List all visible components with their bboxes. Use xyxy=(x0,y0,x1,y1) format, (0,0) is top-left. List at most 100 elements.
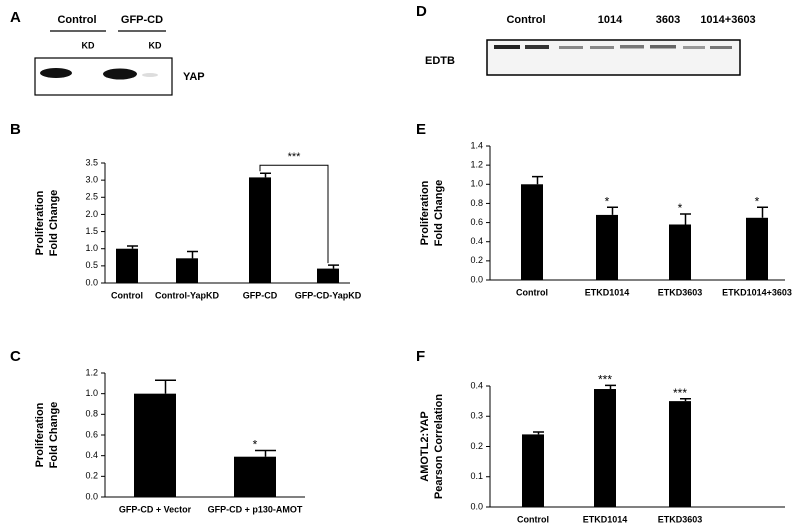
y-tick-label: 0.5 xyxy=(85,260,98,270)
error-bar xyxy=(605,384,616,390)
blot-target: EDTB xyxy=(425,55,455,67)
significance: * xyxy=(755,194,760,208)
bar xyxy=(522,434,544,507)
y-tick-label: 0.4 xyxy=(470,380,483,390)
x-tick-label: ETKD1014 xyxy=(583,514,628,524)
significance: *** xyxy=(598,373,612,387)
y-tick-label: 1.0 xyxy=(85,243,98,253)
y-axis-label: Fold Change xyxy=(48,402,60,469)
error-bar xyxy=(607,206,618,215)
y-tick-label: 0.4 xyxy=(470,236,483,246)
x-tick-label: Control xyxy=(111,290,143,300)
x-tick-label: GFP-CD + p130-AMOT xyxy=(208,504,303,514)
blot-lane: Control xyxy=(506,14,545,26)
bar xyxy=(594,389,616,507)
y-tick-label: 0.0 xyxy=(470,274,483,284)
bracket xyxy=(259,164,329,264)
panel-letter: C xyxy=(10,348,21,365)
y-tick-label: 0.1 xyxy=(470,471,483,481)
significance: *** xyxy=(288,151,302,163)
blot-sublabel: KD xyxy=(82,40,95,50)
bar xyxy=(317,268,339,283)
y-tick-label: 0.0 xyxy=(85,491,98,501)
y-tick-label: 0.8 xyxy=(470,198,483,208)
blot-lane: 1014 xyxy=(598,14,623,26)
y-tick-label: 3.5 xyxy=(85,157,98,167)
error-bar xyxy=(533,431,544,435)
bar xyxy=(521,184,543,280)
band xyxy=(683,46,705,49)
significance: *** xyxy=(673,386,687,400)
y-axis-label: Proliferation xyxy=(419,180,431,245)
panel-letter: E xyxy=(416,121,426,138)
significance: * xyxy=(605,194,610,208)
y-tick-label: 2.5 xyxy=(85,192,98,202)
blot-sublabel: KD xyxy=(149,40,162,50)
blot-group: GFP-CD xyxy=(121,14,163,26)
x-tick-label: Control xyxy=(517,514,549,524)
y-tick-label: 0.2 xyxy=(470,255,483,265)
y-tick-label: 0.0 xyxy=(470,501,483,511)
x-tick-label: GFP-CD + Vector xyxy=(119,504,192,514)
bar xyxy=(669,224,691,280)
y-tick-label: 1.4 xyxy=(470,140,483,150)
band xyxy=(103,68,137,80)
y-axis-label: Proliferation xyxy=(34,402,46,467)
x-tick-label: ETKD1014+3603 xyxy=(722,287,792,297)
y-axis-label: Pearson Correlation xyxy=(433,394,445,499)
band xyxy=(494,45,520,49)
y-axis-label: Fold Change xyxy=(433,180,445,247)
x-tick-label: Control xyxy=(516,287,548,297)
x-tick-label: Control-YapKD xyxy=(155,290,219,300)
y-tick-label: 1.5 xyxy=(85,226,98,236)
y-tick-label: 0.2 xyxy=(470,441,483,451)
y-tick-label: 3.0 xyxy=(85,175,98,185)
y-tick-label: 2.0 xyxy=(85,209,98,219)
blot-lane: 3603 xyxy=(656,14,680,26)
band xyxy=(142,73,158,77)
blot-target: YAP xyxy=(183,71,205,83)
band xyxy=(525,45,549,49)
panel-letter: A xyxy=(10,9,21,26)
bar xyxy=(669,401,691,507)
bar xyxy=(746,217,768,280)
y-axis-label: Fold Change xyxy=(48,190,60,257)
bar xyxy=(116,248,138,283)
y-tick-label: 0.3 xyxy=(470,411,483,421)
blot-frame xyxy=(486,39,741,76)
band xyxy=(559,46,583,49)
error-bar xyxy=(187,250,198,259)
error-bar xyxy=(757,206,768,218)
y-tick-label: 1.0 xyxy=(470,179,483,189)
x-tick-label: ETKD1014 xyxy=(585,287,630,297)
panel-letter: D xyxy=(416,3,427,20)
y-tick-label: 0.0 xyxy=(85,277,98,287)
y-tick-label: 0.6 xyxy=(470,217,483,227)
error-bar xyxy=(532,175,543,185)
x-tick-label: GFP-CD-YapKD xyxy=(295,290,362,300)
error-bar xyxy=(328,264,339,269)
y-tick-label: 0.2 xyxy=(85,471,98,481)
band xyxy=(590,46,614,49)
y-tick-label: 1.2 xyxy=(470,160,483,170)
bar xyxy=(596,214,618,280)
blot-group: Control xyxy=(57,14,96,26)
y-tick-label: 0.6 xyxy=(85,429,98,439)
band xyxy=(710,46,732,49)
error-bar xyxy=(127,245,138,249)
bar xyxy=(176,258,198,283)
blot-lane: 1014+3603 xyxy=(700,14,755,26)
error-bar xyxy=(260,172,271,178)
bar xyxy=(234,456,276,497)
error-bar xyxy=(680,397,691,402)
y-tick-label: 1.2 xyxy=(85,367,98,377)
error-bar xyxy=(255,449,276,457)
y-tick-label: 0.8 xyxy=(85,409,98,419)
significance: * xyxy=(678,201,683,215)
band xyxy=(40,68,72,78)
x-tick-label: ETKD3603 xyxy=(658,287,703,297)
y-axis-label: Proliferation xyxy=(34,190,46,255)
error-bar xyxy=(680,213,691,225)
x-tick-label: ETKD3603 xyxy=(658,514,703,524)
